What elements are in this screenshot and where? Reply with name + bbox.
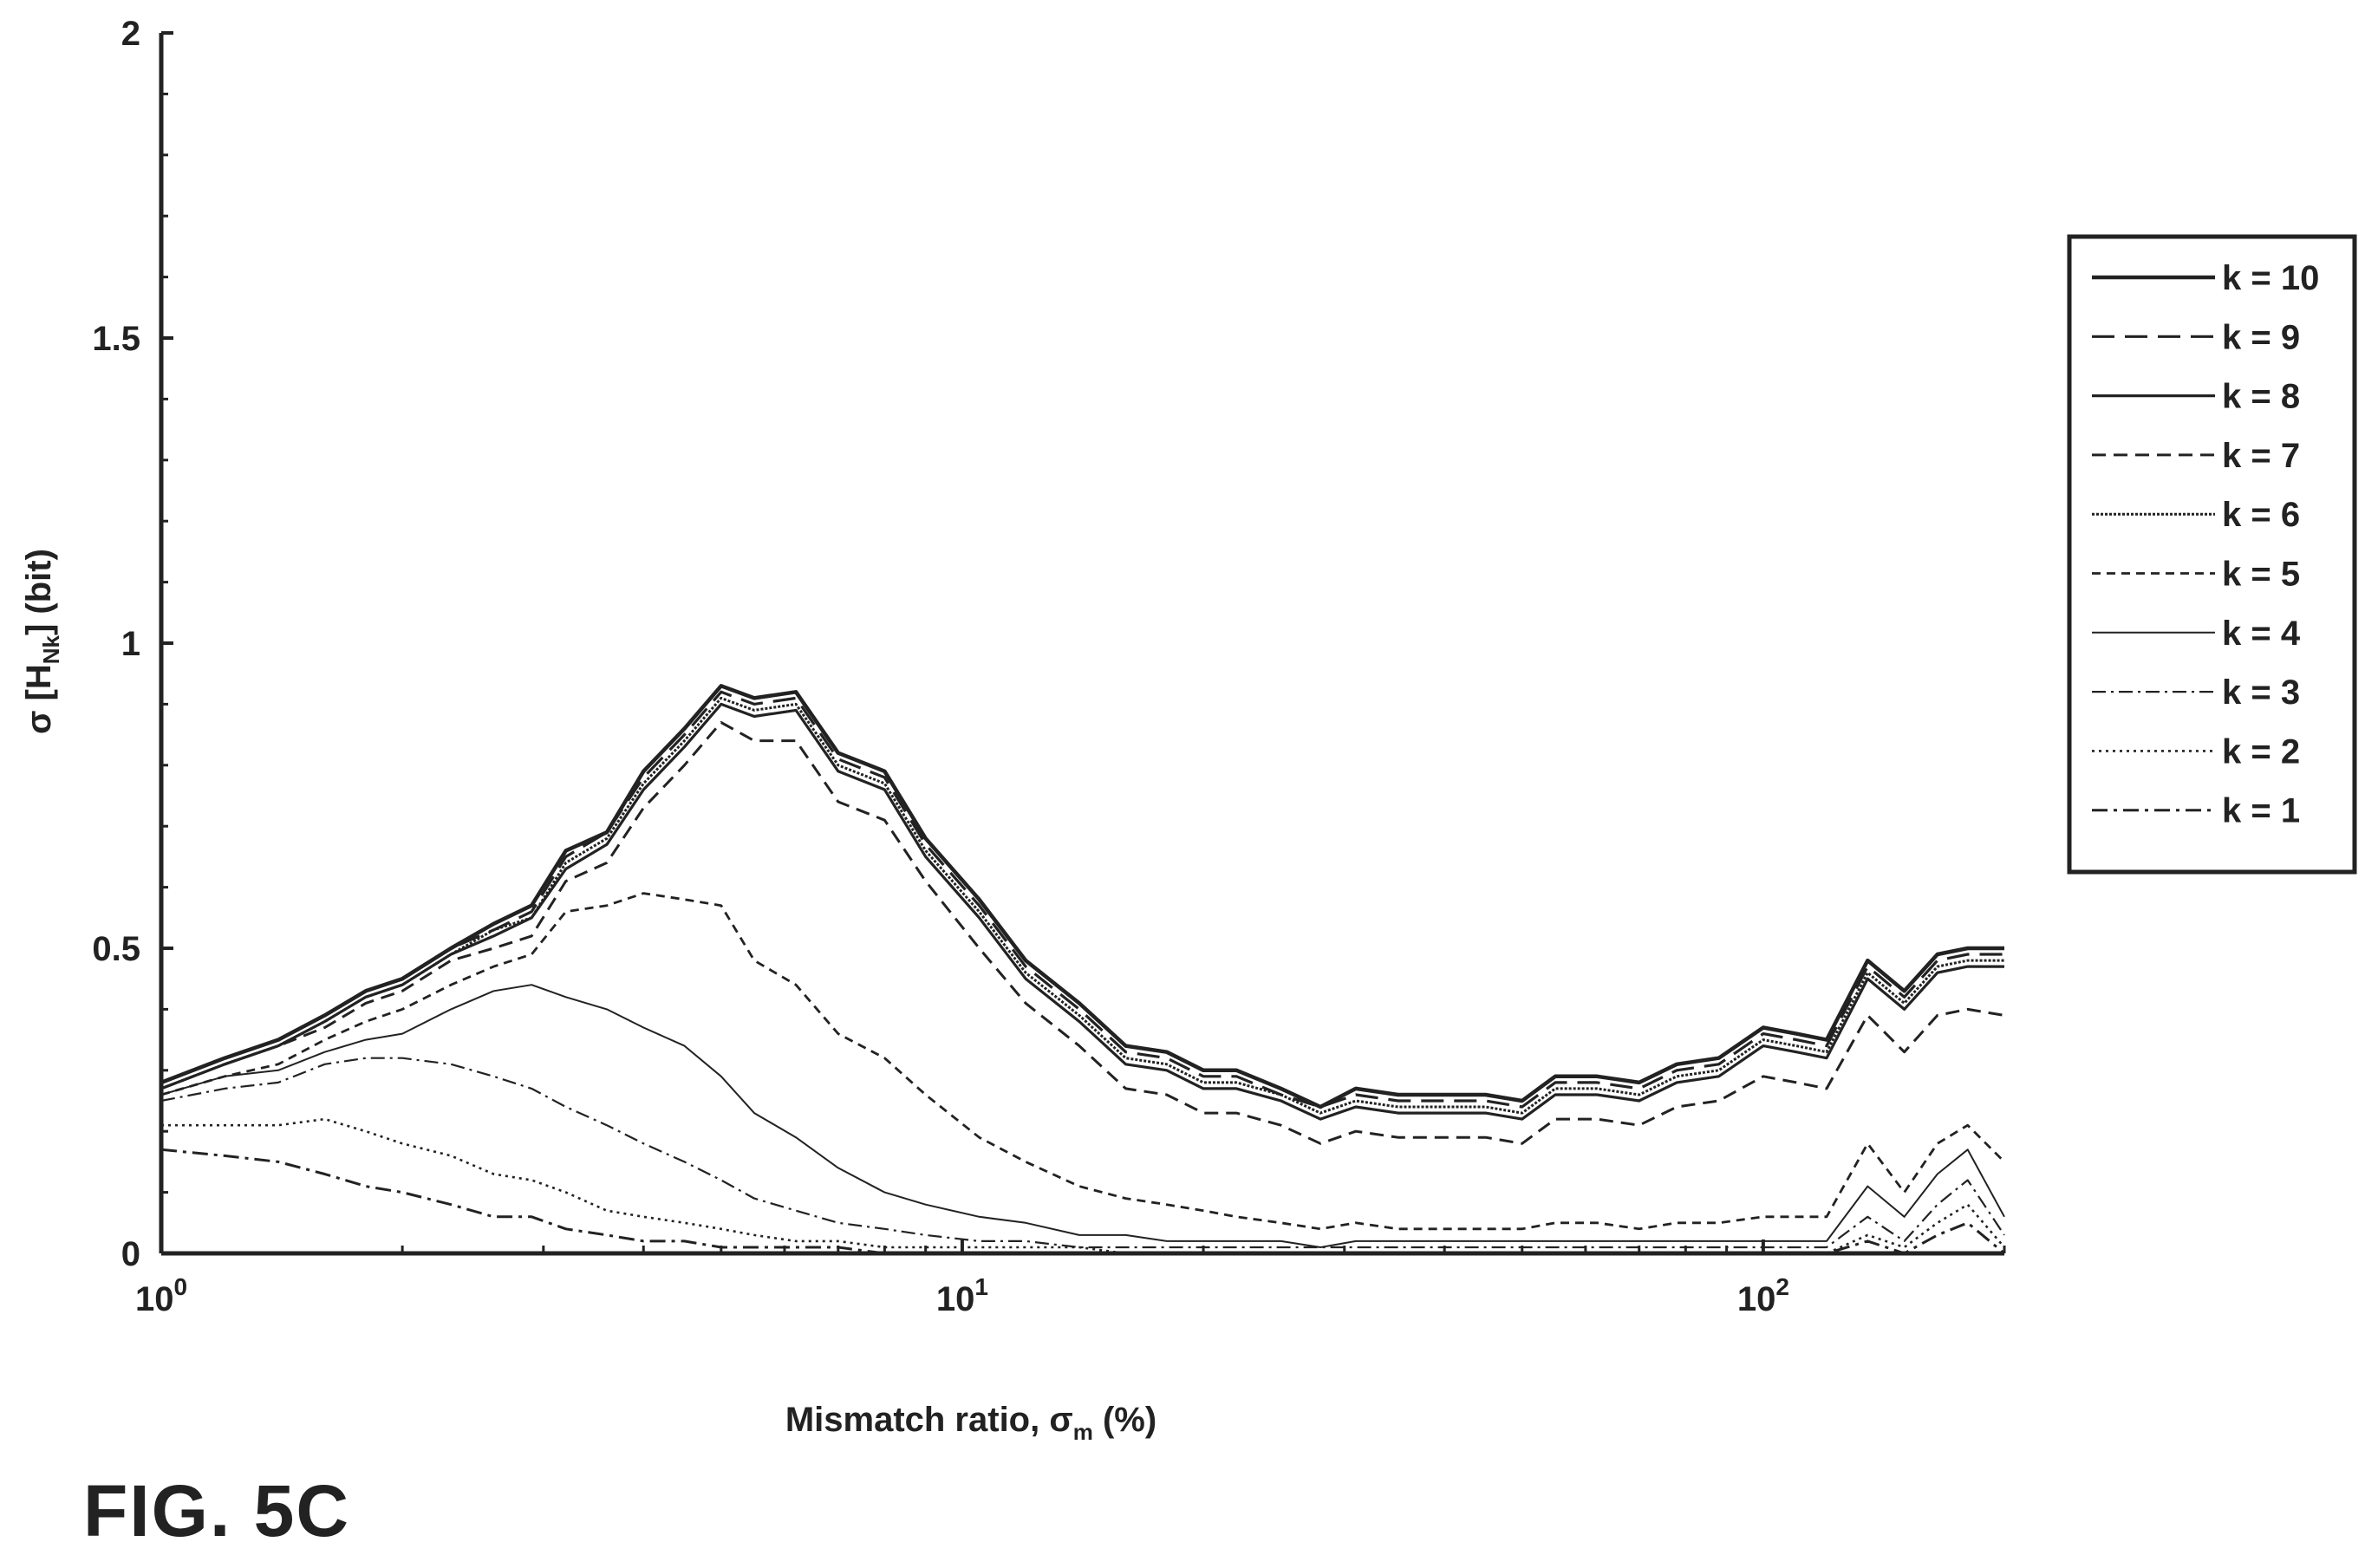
legend-label: k = 1 [2222,792,2300,830]
x-tick-label: 100 [135,1273,187,1318]
legend-label: k = 4 [2222,615,2301,653]
series-line-k9 [160,690,2004,1109]
series-line-k6 [160,696,2004,1115]
y-tick-label: 1.5 [92,320,140,358]
legend-label: k = 3 [2222,673,2300,712]
legend-label: k = 5 [2222,556,2300,594]
x-tick-label: 102 [1737,1273,1789,1318]
y-axis-title: σ [HNk] (bit) [20,549,64,734]
legend-label: k = 7 [2222,437,2300,475]
y-tick-label: 1 [121,625,140,663]
x-axis-title: Mismatch ratio, σm (%) [785,1401,1156,1445]
legend: k = 10 k = 9 k = 8 k = 7 k = 6 k = 5 k = 4 k = … [2067,234,2357,875]
figure-label: FIG. 5C [83,1470,351,1552]
series-line-k7 [160,721,2005,1145]
legend-label: k = 2 [2222,732,2300,771]
y-tick-label: 0 [121,1235,140,1273]
series-line-k10 [160,684,2004,1109]
series-line-k8 [160,702,2004,1121]
series-line-k5 [160,892,2005,1231]
legend-label: k = 6 [2222,496,2300,534]
legend-label: k = 9 [2222,318,2300,356]
axes: 0 0.5 1 1.5 2 100 101 102 [92,15,2006,1318]
y-tick-label: 0.5 [92,930,140,968]
series-line-k3 [160,1057,2005,1249]
y-tick-label: 2 [121,15,140,53]
legend-label: k = 8 [2222,378,2300,416]
x-tick-label: 101 [936,1273,988,1318]
series-line-k2 [161,1117,2005,1255]
plot-area [160,684,2005,1255]
legend-label: k = 10 [2222,259,2319,297]
legend-box [2067,234,2357,875]
series-line-k4 [160,984,2005,1248]
series-line-k1 [160,1148,2005,1255]
